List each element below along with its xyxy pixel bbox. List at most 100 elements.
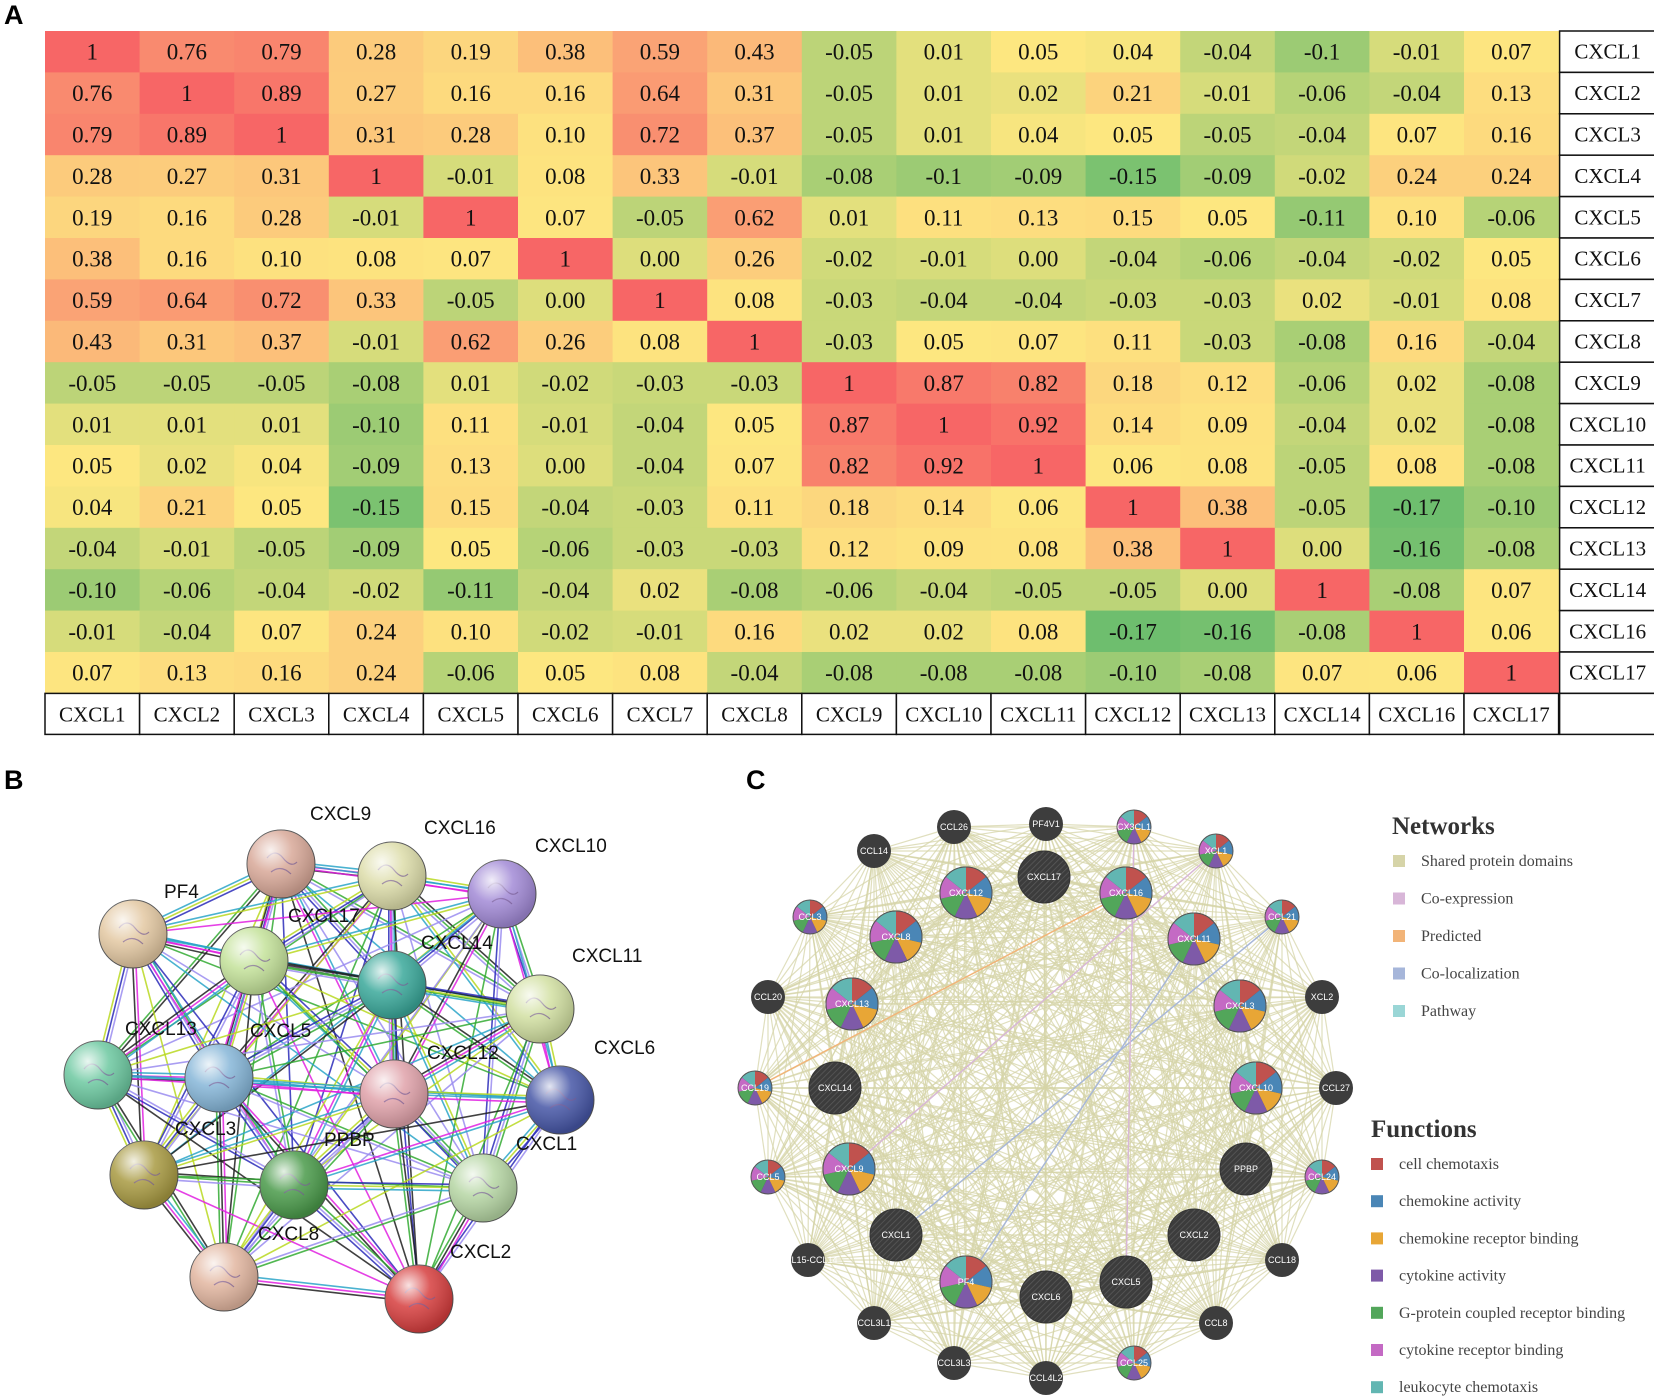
query-node [808,1061,862,1115]
heatmap-cell [1085,320,1181,363]
heatmap-cell [234,527,330,570]
heatmap-cell-value: -0.04 [1204,40,1252,65]
heatmap-cell-value: 0.33 [640,164,680,189]
heatmap-cell [423,486,519,529]
panel-c-label: C [746,765,766,795]
heatmap-cell-value: -0.01 [68,619,116,644]
heatmap-cell [1464,238,1560,280]
col-label: CXCL10 [905,702,982,726]
heatmap-cell-value: 0.10 [261,247,301,272]
heatmap-cell-value: -0.01 [636,619,684,644]
heatmap-cell-value: -0.04 [636,412,684,437]
heatmap-cell-value: 0.16 [545,81,585,106]
heatmap-cell [518,320,614,363]
network-node-label: CXCL2 [1179,1230,1208,1240]
heatmap-cell-value: -0.03 [825,288,873,313]
network-edge [848,1168,1195,1236]
string-edge [98,1072,296,1185]
heatmap-cell [1464,569,1560,612]
correlation-heatmap: 1 0.76 0.79 0.28 0.19 0.38 0.59 0.43 -0.05 0.01 0.… [44,30,1654,736]
col-label: CXCL12 [1094,702,1171,726]
col-label-box [328,692,425,736]
col-label-box [990,692,1087,736]
heatmap-cell [234,569,330,612]
network-edge [767,1176,1047,1379]
legend-swatch [1371,1306,1383,1319]
row-label-box [1558,651,1654,695]
heatmap-cell-value: 0.02 [924,619,964,644]
heatmap-cell-value: 1 [1506,661,1518,686]
heatmap-cell-value: -0.16 [1204,619,1252,644]
col-label-box [1463,692,1560,736]
function-pie-slice [810,906,827,921]
heatmap-cell-value: 0.43 [72,330,112,355]
heatmap-cell-value: 0.01 [924,81,964,106]
heatmap-cell-value: -0.06 [541,537,589,562]
heatmap-cell-value: 0.07 [1018,330,1058,355]
corner-box [1558,692,1654,736]
string-edge [97,1008,541,1076]
heatmap-cell-value: 1 [465,205,477,230]
heatmap-cell-value: 0.79 [72,123,112,148]
heatmap-cell-value: 0.02 [640,578,680,603]
heatmap-cell-value: 0.05 [734,412,774,437]
heatmap-cell [707,72,803,115]
heatmap-cell-value: 0.00 [1207,578,1247,603]
heatmap-cell-value: 0.16 [167,247,207,272]
heatmap-cell [45,196,141,239]
network-edge [767,826,955,998]
col-label: CXCL13 [1189,702,1266,726]
function-pie-slice [896,920,922,943]
network-node-label: CCL15-CCL14 [778,1255,837,1265]
heatmap-cell-value: 0.14 [1113,412,1154,437]
network-edge [953,1259,1283,1364]
function-pie-slice [940,1265,966,1288]
heatmap-cell-value: 0.01 [924,40,964,65]
heatmap-cell-value: 0.08 [1207,454,1247,479]
network-edge [895,1087,1257,1236]
network-edge [895,1234,1283,1261]
col-label: CXCL4 [343,702,410,726]
network-edge [834,938,1195,1089]
heatmap-cell [234,279,330,322]
heatmap-cell-value: 1 [370,164,382,189]
heatmap-cell-value: -0.08 [1487,454,1535,479]
string-edge [389,985,483,1189]
related-node [1199,1306,1233,1340]
string-edge [97,984,393,1076]
heatmap-cell [518,72,614,115]
node-outline [1116,809,1152,845]
string-node-label: CXCL5 [250,1021,311,1042]
heatmap-cell-value: 0.13 [1018,205,1058,230]
function-pie-slice [875,911,896,937]
heatmap-cell [1274,155,1370,198]
heatmap-cell [991,279,1087,322]
string-node-label: CXCL6 [594,1038,655,1059]
heatmap-cell [1180,31,1276,73]
function-pie-slice [1244,1088,1268,1114]
heatmap-cell-value: -0.08 [1487,412,1535,437]
heatmap-cell-value: -0.03 [636,495,684,520]
heatmap-cell [1180,652,1276,694]
function-pie-slice [1168,922,1194,945]
heatmap-cell [1274,238,1370,280]
heatmap-cell [1369,652,1465,694]
heatmap-cell-value: 0.08 [1491,288,1531,313]
network-edge [1045,1296,1217,1324]
heatmap-cell [1180,486,1276,529]
heatmap-cell-value: -0.02 [825,247,873,272]
heatmap-cell [328,652,424,694]
heatmap-cell-value: 0.38 [1113,537,1153,562]
heatmap-cell-value: 1 [938,412,950,437]
heatmap-cell-value: -0.02 [1393,247,1441,272]
heatmap-cell-value: 1 [560,247,572,272]
heatmap-cell [518,652,614,694]
heatmap-cell-value: 0.15 [1113,205,1153,230]
row-label: CXCL3 [1574,123,1641,147]
heatmap-cell-value: 0.02 [1302,288,1342,313]
heatmap-cell [1085,155,1181,198]
heatmap-cell-value: -0.11 [1299,205,1346,230]
function-pie-slice [768,1160,782,1177]
heatmap-cell [1464,279,1560,322]
function-pie-slice [760,1177,776,1194]
